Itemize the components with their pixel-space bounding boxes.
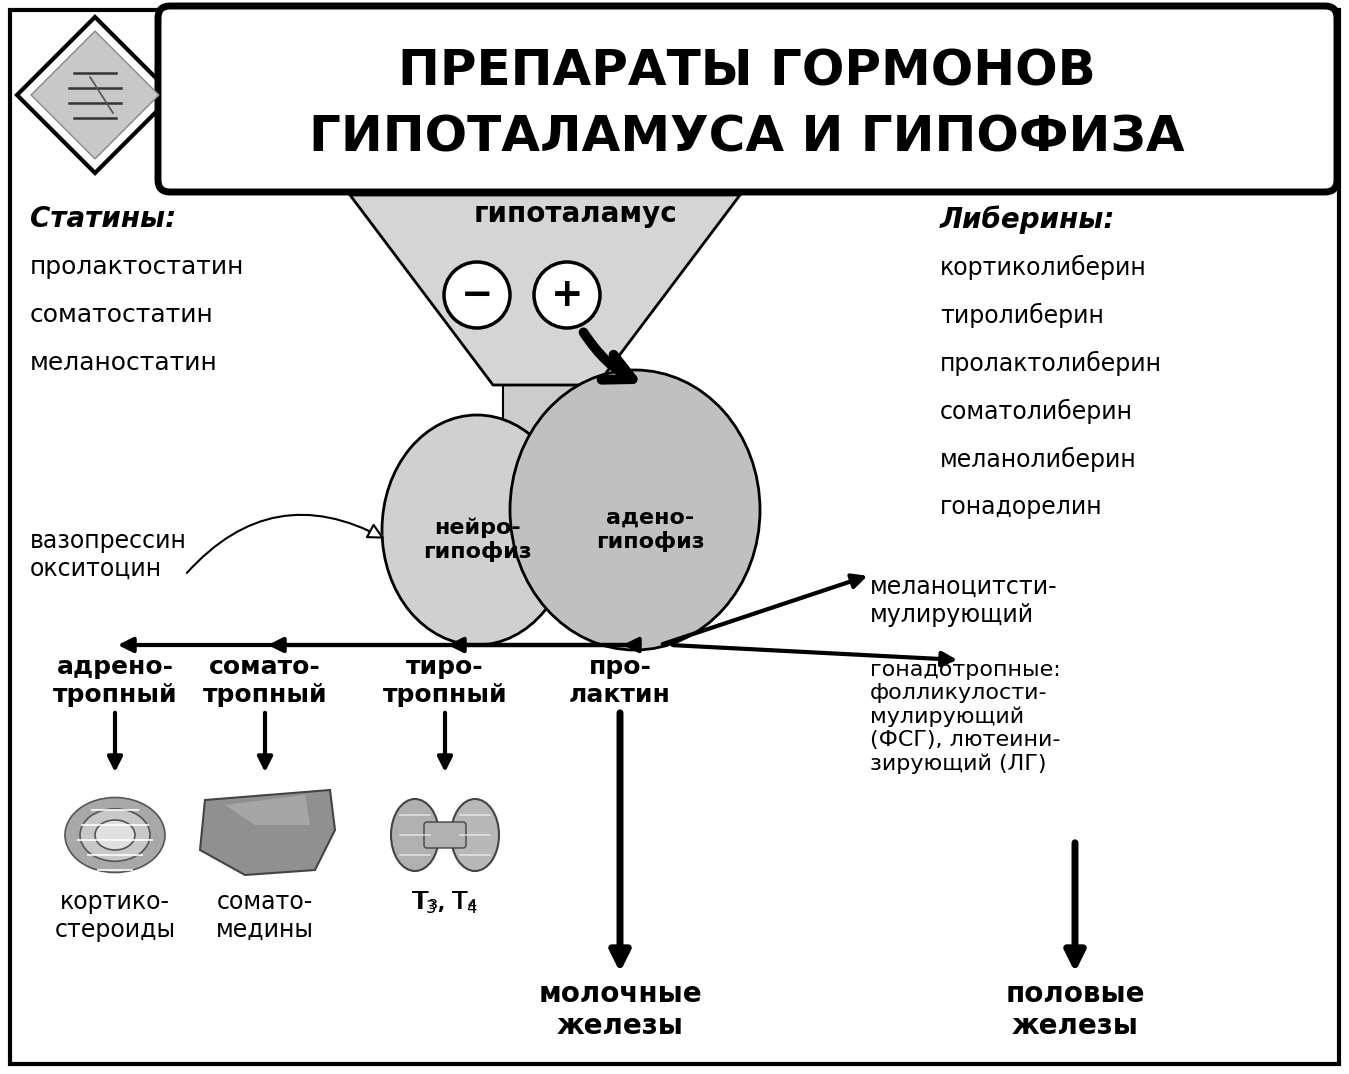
Text: Либерины:: Либерины: — [940, 205, 1116, 234]
Text: нейро-
гипофиз: нейро- гипофиз — [422, 518, 532, 563]
Ellipse shape — [391, 799, 438, 871]
Text: про-
лактин: про- лактин — [569, 655, 670, 707]
Text: адрено-
тропный: адрено- тропный — [53, 655, 177, 707]
Ellipse shape — [80, 809, 150, 861]
Text: +: + — [550, 276, 583, 314]
Text: сомато-
тропный: сомато- тропный — [202, 655, 328, 707]
Text: соматолиберин: соматолиберин — [940, 400, 1133, 424]
Text: Т₃, Т₄: Т₃, Т₄ — [414, 890, 476, 914]
Text: молочные
железы: молочные железы — [538, 979, 701, 1041]
FancyBboxPatch shape — [158, 6, 1337, 192]
Circle shape — [534, 262, 600, 328]
Text: гипоталамус: гипоталамус — [473, 200, 677, 228]
Polygon shape — [225, 795, 310, 825]
Text: меланолиберин: меланолиберин — [940, 447, 1137, 473]
Text: Т$_3$, Т$_4$: Т$_3$, Т$_4$ — [411, 890, 479, 916]
Text: кортиколиберин: кортиколиберин — [940, 255, 1147, 280]
Text: адено-
гипофиз: адено- гипофиз — [596, 508, 704, 552]
Text: ПРЕПАРАТЫ ГОРМОНОВ: ПРЕПАРАТЫ ГОРМОНОВ — [398, 48, 1095, 96]
Text: пролактостатин: пролактостатин — [30, 255, 244, 279]
Ellipse shape — [510, 371, 759, 650]
Ellipse shape — [94, 821, 135, 850]
Text: −: − — [461, 276, 494, 314]
FancyBboxPatch shape — [9, 10, 1340, 1064]
Text: гонадотропные:
фолликулости-
мулирующий
(ФСГ), лютеини-
зирующий (ЛГ): гонадотропные: фолликулости- мулирующий … — [870, 661, 1060, 774]
Polygon shape — [349, 195, 741, 384]
Ellipse shape — [382, 415, 572, 645]
Polygon shape — [18, 17, 173, 173]
Text: гонадорелин: гонадорелин — [940, 495, 1102, 519]
Text: тиролиберин: тиролиберин — [940, 303, 1103, 329]
Text: ГИПОТАЛАМУСА И ГИПОФИЗА: ГИПОТАЛАМУСА И ГИПОФИЗА — [309, 114, 1184, 162]
Text: меланостатин: меланостатин — [30, 351, 217, 375]
Text: соматостатин: соматостатин — [30, 303, 213, 326]
Text: меланоцитсти-
мулирующий: меланоцитсти- мулирующий — [870, 575, 1058, 627]
Text: кортико-
стероиды: кортико- стероиды — [54, 890, 175, 942]
Text: пролактолиберин: пролактолиберин — [940, 351, 1161, 376]
Ellipse shape — [65, 798, 165, 872]
Text: Статины:: Статины: — [30, 205, 177, 233]
Polygon shape — [200, 790, 335, 875]
Text: вазопрессин
окситоцин: вазопрессин окситоцин — [30, 529, 188, 581]
Polygon shape — [31, 31, 159, 159]
Circle shape — [444, 262, 510, 328]
Ellipse shape — [451, 799, 499, 871]
Text: сомато-
медины: сомато- медины — [216, 890, 314, 942]
Text: половые
железы: половые железы — [1005, 979, 1145, 1041]
FancyBboxPatch shape — [424, 822, 465, 848]
Polygon shape — [503, 384, 587, 435]
Text: тиро-
тропный: тиро- тропный — [383, 655, 507, 707]
